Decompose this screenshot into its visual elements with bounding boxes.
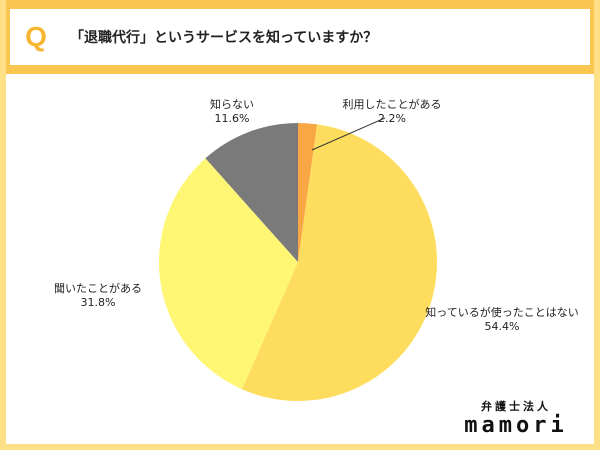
pie-slice-1 [298,123,318,262]
brand-logo: 弁護士法人 mamori [456,398,576,438]
brand-firm-type: 弁護士法人 [481,400,551,413]
slice-label-4: 知らない [210,97,254,111]
leader-line-1 [311,117,386,151]
slice-value-1: 2.2% [378,112,406,125]
question-box: Q 「退職代行」というサービスを知っていますか？ [10,9,590,65]
pie-slice-4 [205,123,298,262]
pie-slice-2 [242,124,438,402]
slice-value-3: 31.8% [81,296,116,309]
q-mark-icon: Q [25,21,47,52]
question-title: 「退職代行」というサービスを知っていますか？ [70,30,378,46]
slice-value-2: 54.4% [485,320,520,333]
slice-label-2: 知っているが使ったことはない [425,305,578,319]
slice-value-4: 11.6% [215,112,250,125]
header-bar: Q 「退職代行」というサービスを知っていますか？ [0,0,600,74]
brand-name: mamori [464,413,568,438]
slice-label-3: 聞いたことがある [54,281,142,295]
slice-label-1: 利用したことがある [343,97,442,111]
pie-slice-3 [158,158,298,390]
